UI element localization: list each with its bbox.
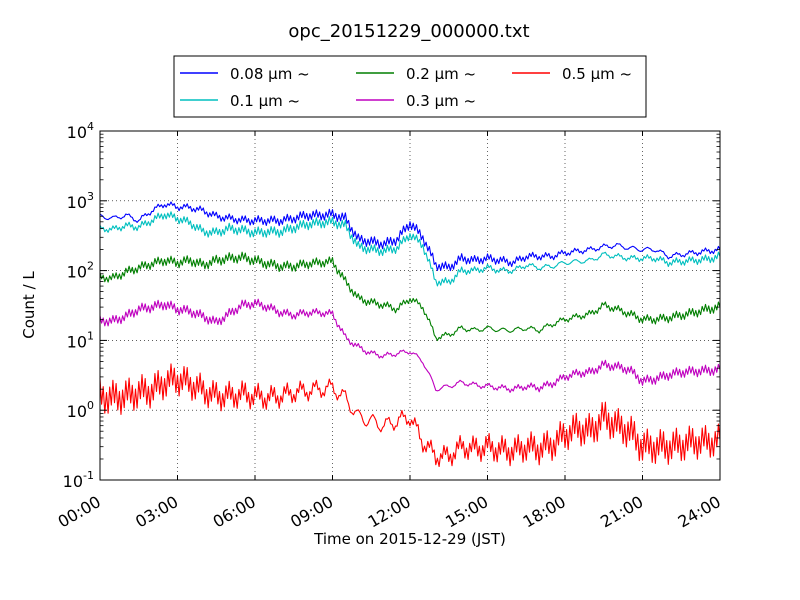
y-tick-base: 10 xyxy=(67,263,87,282)
y-tick-base: 10 xyxy=(67,332,87,351)
y-tick-exponent: 3 xyxy=(87,190,94,203)
y-tick-label: 101 xyxy=(67,329,94,351)
x-tick-label: 06:00 xyxy=(210,492,259,532)
x-tick-label: 18:00 xyxy=(520,492,569,532)
y-tick-exponent: 2 xyxy=(87,260,94,273)
legend-items: 0.08 μm ~ 0.1 μm ~ 0.2 μm ~ 0.3 μm ~ 0.5 μm … xyxy=(180,65,632,110)
y-tick-base: 10 xyxy=(63,472,83,491)
y-axis-label: Count / L xyxy=(20,271,38,339)
legend: 0.08 μm ~ 0.1 μm ~ 0.2 μm ~ 0.3 μm ~ 0.5 μm … xyxy=(173,55,647,118)
legend-label: 0.2 μm ~ xyxy=(406,65,476,83)
x-tick-labels: 00:00 03:00 06:00 09:00 12:00 15:00 18:00 21:00… xyxy=(55,492,724,532)
x-tick-label: 03:00 xyxy=(132,492,181,532)
series-line xyxy=(99,251,721,342)
chart-title: opc_20151229_000000.txt xyxy=(288,21,529,42)
y-tick-label: 10-1 xyxy=(63,469,94,491)
y-tick-exponent: 1 xyxy=(87,329,94,342)
series-line xyxy=(99,211,721,287)
y-tick-base: 10 xyxy=(67,193,87,212)
y-tick-base: 10 xyxy=(67,123,87,142)
series-line xyxy=(99,298,721,393)
series-line xyxy=(99,201,721,272)
y-tick-exponent: 0 xyxy=(87,399,94,412)
y-tick-label: 104 xyxy=(67,120,94,142)
y-tick-label: 102 xyxy=(67,260,94,282)
legend-label: 0.5 μm ~ xyxy=(562,65,632,83)
x-tick-label: 09:00 xyxy=(287,492,336,532)
legend-box xyxy=(173,55,647,118)
x-tick-label: 21:00 xyxy=(597,492,646,532)
series-lines xyxy=(99,201,721,468)
legend-label: 0.3 μm ~ xyxy=(406,92,476,110)
x-tick-label: 15:00 xyxy=(442,492,491,532)
y-tick-label: 103 xyxy=(67,190,94,212)
legend-label: 0.08 μm ~ xyxy=(230,65,310,83)
x-tick-label: 12:00 xyxy=(365,492,414,532)
x-tick-label: 24:00 xyxy=(675,492,724,532)
x-tick-label: 00:00 xyxy=(55,492,104,532)
y-tick-base: 10 xyxy=(67,402,87,421)
y-tick-exponent: -1 xyxy=(83,469,94,482)
plot-area xyxy=(100,131,720,480)
series-line xyxy=(99,363,721,468)
y-tick-exponent: 4 xyxy=(87,120,94,133)
x-axis-label: Time on 2015-12-29 (JST) xyxy=(313,530,506,548)
legend-label: 0.1 μm ~ xyxy=(230,92,300,110)
grid-lines xyxy=(100,131,720,480)
y-tick-label: 100 xyxy=(67,399,94,421)
axis-ticks xyxy=(99,130,721,481)
